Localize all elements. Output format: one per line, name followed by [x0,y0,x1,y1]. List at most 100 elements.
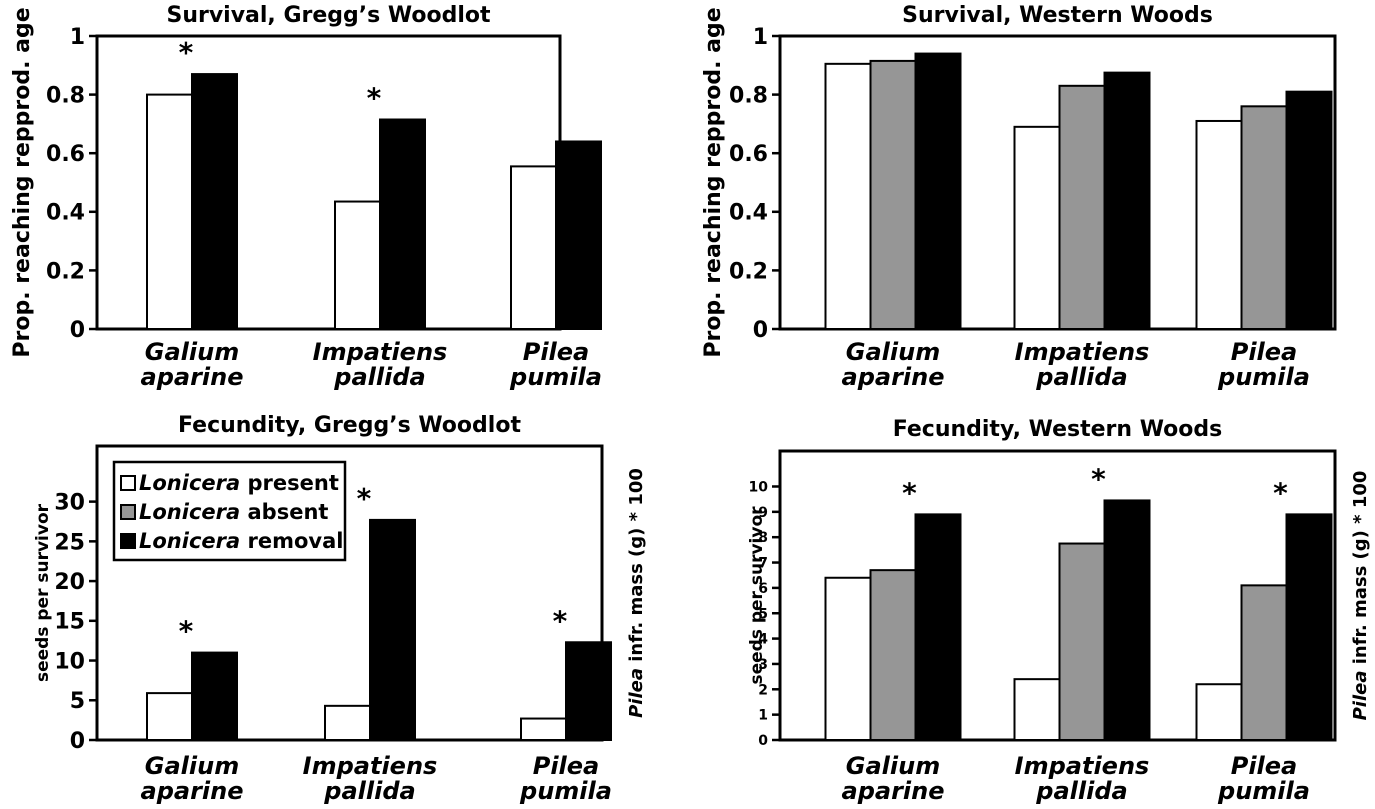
chart-1-bar [1285,90,1333,330]
chart-0-category-genus: Galium [145,338,239,366]
chart-3-bar [824,576,872,742]
chart-3-ylabel-right-rest: infr. mass (g) * 100 [1350,471,1371,671]
legend-treatment: removal [240,529,343,553]
chart-2-bar [520,717,567,742]
chart-3-ylabel-right: Pilea infr. mass (g) * 100 [1350,471,1371,721]
chart-3-significance-star: * [902,476,917,509]
chart-2-ytick-label: 10 [54,649,85,674]
chart-1-title: Survival, Western Woods [902,3,1213,28]
chart-2-category-genus: Galium [145,752,239,780]
chart-2-ytick-label: 0 [70,729,85,754]
chart-2-significance-star: * [553,604,568,637]
chart-3-category-genus: Impatiens [1015,752,1150,780]
chart-0-bar [510,165,557,330]
legend-label: Lonicera removal [139,529,343,553]
chart-3-ytick-label: 9 [758,505,768,521]
chart-0-significance-star: * [367,82,382,115]
chart-0-title: Survival, Gregg’s Woodlot [166,3,491,28]
chart-0-ytick-label: 1 [70,25,85,50]
chart-2-ylabel-right-genus: Pilea [626,668,647,718]
chart-3-bar [1195,683,1243,742]
chart-3-ytick-label: 7 [758,556,768,572]
legend-swatch [120,533,136,549]
chart-1-category-species: aparine [842,363,945,391]
chart-3-category-species: aparine [842,777,945,805]
chart-0-ylabel: Prop. reaching repprod. age [10,7,35,357]
legend-label: Lonicera present [139,471,339,495]
chart-0-bar [191,73,238,330]
chart-2-category-species: aparine [141,777,244,805]
chart-2-ylabel: seeds per survivor [33,503,53,682]
legend-genus: Lonicera [139,529,240,553]
chart-3-bar [1013,678,1061,742]
chart-2-ytick-label: 15 [54,610,85,635]
chart-0-category-species: aparine [141,363,244,391]
chart-0-bar [146,93,193,330]
chart-3-ylabel-right-genus: Pilea [1350,671,1371,721]
chart-1-ylabel: Prop. reaching repprod. age [701,7,726,357]
chart-3-bar [869,569,917,741]
chart-1-category-species: pumila [1217,363,1310,391]
chart-3-title: Fecundity, Western Woods [893,417,1223,442]
chart-1-category-genus: Pilea [1231,338,1298,366]
chart-1-ytick-label: 1 [753,25,768,50]
chart-3-category-species: pallida [1035,777,1127,805]
chart-2-ytick-label: 5 [70,689,85,714]
legend-box [112,460,347,562]
legend-label: Lonicera absent [139,500,328,524]
legend-treatment: absent [240,500,328,524]
chart-3-significance-star: * [1091,462,1106,495]
chart-1-category-species: pallida [1035,363,1127,391]
chart-0-ytick-label: 0.2 [46,259,85,284]
chart-0-ytick-label: 0.4 [46,201,85,226]
chart-0-category-species: pallida [333,363,425,391]
chart-2-significance-star: * [357,482,372,515]
chart-1-bar [914,52,962,331]
chart-1-ytick-label: 0.8 [729,84,768,109]
chart-2-bar [191,651,238,742]
chart-3-significance-star: * [1273,476,1288,509]
chart-3-ytick-label: 5 [758,606,768,622]
chart-3-bar [1058,542,1106,741]
chart-3-bar [1240,584,1288,741]
chart-0-category-genus: Impatiens [313,338,448,366]
legend-swatch [120,504,136,520]
chart-1-bar [1013,125,1061,330]
chart-3-category-species: pumila [1217,777,1310,805]
chart-2-bar [369,518,416,741]
chart-2-category-genus: Pilea [533,752,600,780]
chart-2-category-genus: Impatiens [303,752,438,780]
chart-3-ytick-label: 0 [758,733,768,749]
legend-genus: Lonicera [139,500,240,524]
chart-2-ylabel-right: Pilea infr. mass (g) * 100 [626,468,647,718]
chart-2-significance-star: * [179,615,194,648]
chart-3-ytick-label: 3 [758,657,768,673]
chart-2-bar [146,692,193,741]
chart-2-bar [324,704,371,742]
chart-3-ytick-label: 4 [758,632,768,648]
chart-3-bar [914,513,962,741]
chart-1-category-genus: Galium [846,338,940,366]
chart-0-bar [555,140,602,330]
chart-2-category-species: pumila [519,777,612,805]
chart-0-bar [379,118,426,330]
chart-1-bar [824,62,872,331]
chart-3-ytick-label: 8 [758,530,768,546]
chart-1-category-genus: Impatiens [1015,338,1150,366]
chart-0-bar [334,200,381,330]
chart-3-bar [1285,513,1333,741]
chart-2-ytick-label: 30 [54,491,85,516]
chart-3-category-genus: Galium [846,752,940,780]
chart-2-title: Fecundity, Gregg’s Woodlot [178,413,521,438]
chart-0-category-genus: Pilea [523,338,590,366]
chart-3-ytick-label: 6 [758,581,768,597]
chart-2-bar [565,641,612,742]
chart-3-ytick-label: 2 [758,682,768,698]
chart-1-bar [1058,84,1106,330]
chart-3-bar [1103,499,1151,741]
chart-2-ytick-label: 20 [54,570,85,595]
chart-1-bar [869,59,917,330]
chart-1-bar [1240,105,1288,330]
chart-1-ytick-label: 0.6 [729,142,768,167]
